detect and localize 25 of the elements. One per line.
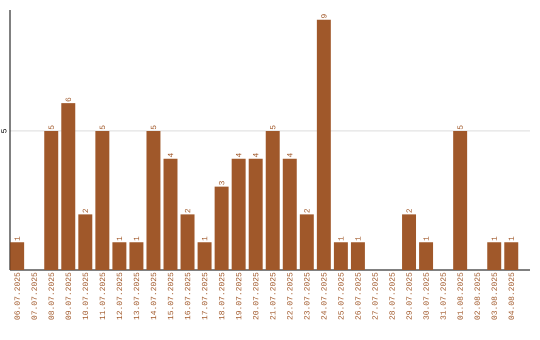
bar [95, 130, 110, 270]
bar [164, 158, 178, 270]
bar [266, 130, 280, 270]
bar [487, 242, 502, 270]
bar [180, 214, 195, 270]
bar [282, 158, 297, 270]
bar [402, 214, 416, 270]
bar [453, 130, 468, 270]
bar [300, 214, 314, 270]
bar [146, 130, 160, 270]
bar [78, 214, 92, 270]
bar [129, 242, 144, 270]
bar [248, 158, 263, 270]
bar [198, 242, 212, 270]
bar [504, 242, 518, 270]
bar [112, 242, 126, 270]
bar [44, 130, 58, 270]
bar [419, 242, 434, 270]
bar [334, 242, 348, 270]
bar [316, 20, 331, 270]
bar [61, 103, 76, 270]
bar [214, 186, 229, 270]
bar [350, 242, 365, 270]
bar [10, 242, 24, 270]
bar [232, 158, 246, 270]
